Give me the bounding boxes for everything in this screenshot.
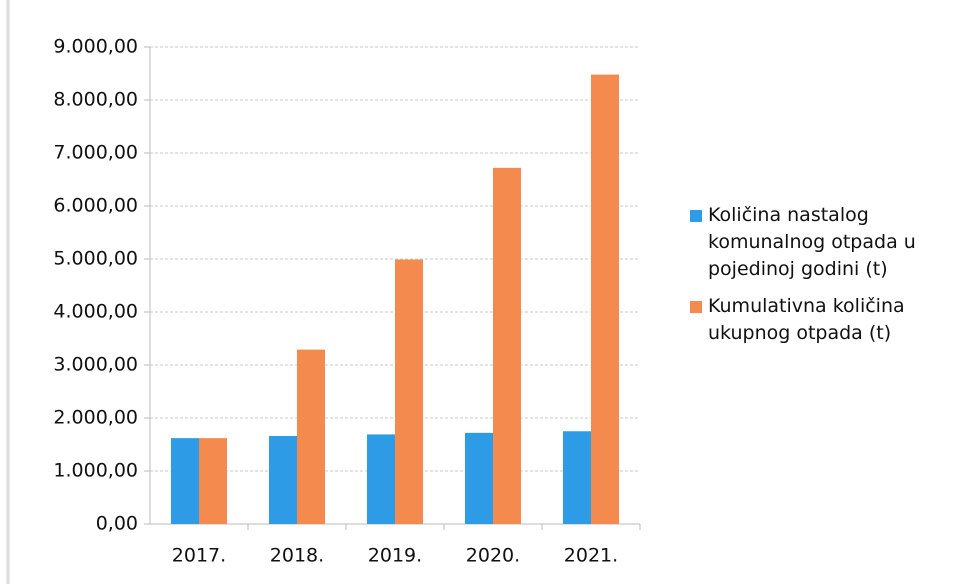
y-tick-label: 3.000,00 [53,354,138,376]
bar [465,432,493,524]
y-tick-label: 6.000,00 [53,195,138,217]
y-tick-label: 8.000,00 [53,89,138,111]
x-tick-label: 2020. [466,545,520,567]
y-tick-label: 1.000,00 [53,460,138,482]
legend-label: Kumulativna količina ukupnog otpada (t) [708,295,905,344]
bar [493,167,521,524]
y-tick-label: 2.000,00 [53,407,138,429]
y-tick-label: 9.000,00 [53,36,138,58]
legend-swatch [690,210,702,222]
y-tick-label: 0,00 [96,513,138,535]
legend-item: Kumulativna količina ukupnog otpada (t) [686,293,954,347]
legend: Količina nastalog komunalnog otpada u po… [686,202,954,357]
x-tick-label: 2021. [564,545,618,567]
y-tick-label: 5.000,00 [53,248,138,270]
legend-label: Količina nastalog komunalnog otpada u po… [708,204,916,280]
bar [591,74,619,524]
y-tick-label: 4.000,00 [53,301,138,323]
bar [367,434,395,524]
bar [269,436,297,524]
x-tick-label: 2019. [368,545,422,567]
y-tick-label: 7.000,00 [53,142,138,164]
bar [395,259,423,524]
bar [199,438,227,524]
legend-swatch [690,301,702,313]
bar [297,349,325,524]
bar [563,431,591,524]
bar [171,438,199,524]
legend-item: Količina nastalog komunalnog otpada u po… [686,202,954,283]
x-tick-label: 2017. [172,545,226,567]
x-tick-label: 2018. [270,545,324,567]
